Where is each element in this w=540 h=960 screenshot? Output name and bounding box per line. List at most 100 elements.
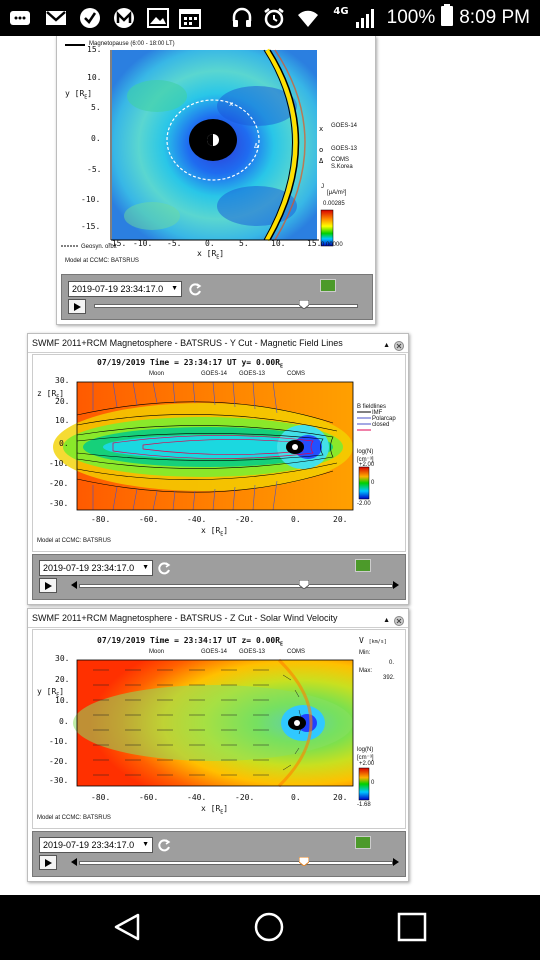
panel-title-text: SWMF 2011+RCM Magnetosphere - BATSRUS - … xyxy=(32,613,338,623)
x-axis-label-sub: E xyxy=(216,254,220,261)
magnetopause-chart: x Δ x o Δ xyxy=(61,44,334,247)
z-tick: 10. xyxy=(55,416,70,425)
collapse-icon[interactable]: ▲ xyxy=(383,342,390,349)
cbar-min: 0.00000 xyxy=(321,242,343,248)
y-axis-label: y [RE] xyxy=(37,687,65,699)
cbar-label: J xyxy=(321,184,324,190)
play-icon xyxy=(45,581,52,590)
panel-magnetopause: x Δ x o Δ Magnetopause (6:00 - 18:00 LT)… xyxy=(56,36,376,325)
x-tick: 20. xyxy=(333,515,348,524)
camera-icon[interactable] xyxy=(355,559,371,572)
x-axis-label: x [RE] xyxy=(201,526,229,538)
panel-title-text: SWMF 2011+RCM Magnetosphere - BATSRUS - … xyxy=(32,338,343,348)
x-tick: -15. xyxy=(107,239,127,248)
x-tick: -20. xyxy=(235,793,255,802)
cbar-label: log(N) xyxy=(357,747,374,753)
close-icon[interactable] xyxy=(394,616,404,626)
bfield-item: Polarcap xyxy=(372,416,396,422)
plot-title-text: 07/19/2019 Time = 23:34:17 UT y= 0.00R xyxy=(97,358,281,367)
plot-title: 07/19/2019 Time = 23:34:17 UT z= 0.00RE xyxy=(97,636,284,648)
plot-zcut: 07/19/2019 Time = 23:34:17 UT z= 0.00RE … xyxy=(32,629,406,829)
clock: 8:09 PM xyxy=(459,7,530,28)
y-tick: 0. xyxy=(91,134,101,143)
legend-magnetopause: Magnetopause (6:00 - 18:00 LT) xyxy=(89,41,175,47)
y-tick: -30. xyxy=(49,776,69,785)
play-button[interactable] xyxy=(39,855,57,870)
time-slider[interactable] xyxy=(94,304,358,308)
y-tick: 0. xyxy=(59,717,69,726)
y-tick: 10. xyxy=(87,73,102,82)
slider-thumb[interactable] xyxy=(298,300,309,309)
model-note: Model at CCMC: BATSRUS xyxy=(37,538,111,544)
panel-ycut: SWMF 2011+RCM Magnetosphere - BATSRUS - … xyxy=(27,333,409,605)
slider-thumb[interactable] xyxy=(298,857,309,866)
legend-goes13: GOES-13 xyxy=(331,146,358,152)
x-axis-label: x [RE] xyxy=(201,804,229,816)
svg-text:x: x xyxy=(229,100,233,108)
max-value: 392. xyxy=(383,675,395,681)
refresh-icon[interactable] xyxy=(157,561,171,575)
dropdown-arrow-icon: ▼ xyxy=(171,285,178,292)
x-tick: -80. xyxy=(91,793,111,802)
play-icon xyxy=(45,858,52,867)
z-tick: -20. xyxy=(49,479,69,488)
cbar-max: 0.00285 xyxy=(323,201,345,207)
refresh-icon[interactable] xyxy=(157,838,171,852)
x-tick: -60. xyxy=(139,793,159,802)
x-tick: 15. xyxy=(307,239,322,248)
y-tick: -20. xyxy=(49,757,69,766)
cbar-max: +2.00 xyxy=(359,462,375,468)
close-icon[interactable] xyxy=(394,341,404,351)
y-tick: -5. xyxy=(87,165,102,174)
bfield-item: IMF xyxy=(372,410,383,416)
model-note: Model at CCMC: BATSRUS xyxy=(37,815,111,821)
refresh-icon[interactable] xyxy=(188,282,202,296)
time-control: 2019-07-19 23:34:17.0 ▼ xyxy=(32,554,406,600)
time-slider[interactable] xyxy=(79,861,393,865)
x-tick: -40. xyxy=(187,515,207,524)
recents-icon[interactable] xyxy=(392,907,432,947)
cbar-mid: 0 xyxy=(371,480,375,486)
camera-icon[interactable] xyxy=(320,279,336,292)
x-axis-label-text: x [R xyxy=(197,249,217,258)
z-tick: 30. xyxy=(55,376,70,385)
cbar-min: -2.00 xyxy=(357,501,371,507)
slider-right-icon[interactable] xyxy=(393,581,399,589)
v-label-text: V xyxy=(359,636,364,645)
play-button[interactable] xyxy=(39,578,57,593)
time-slider[interactable] xyxy=(79,584,393,588)
x-tick: 0. xyxy=(205,239,215,248)
time-control: 2019-07-19 23:34:17.0 ▼ xyxy=(61,274,373,320)
panel-title: SWMF 2011+RCM Magnetosphere - BATSRUS - … xyxy=(28,609,408,628)
svg-text:o: o xyxy=(319,146,323,154)
x-tick: -40. xyxy=(187,793,207,802)
y-tick: -15. xyxy=(81,222,101,231)
y-tick: 5. xyxy=(91,103,101,112)
legend-goes13: GOES-13 xyxy=(239,371,266,377)
slider-right-icon[interactable] xyxy=(393,858,399,866)
legend-moon: Moon xyxy=(149,649,165,655)
slider-left-icon[interactable] xyxy=(71,581,77,589)
date-select[interactable]: 2019-07-19 23:34:17.0 ▼ xyxy=(39,837,153,853)
date-select-value: 2019-07-19 23:34:17.0 xyxy=(72,284,164,294)
camera-icon[interactable] xyxy=(355,836,371,849)
status-bar: 4G 100% 8:09 PM xyxy=(0,0,540,36)
z-tick: 0. xyxy=(59,439,69,448)
zcut-chart xyxy=(73,658,370,801)
home-icon[interactable] xyxy=(249,907,289,947)
signal-icon xyxy=(354,6,378,30)
slider-thumb[interactable] xyxy=(298,580,309,589)
x-tick: 0. xyxy=(291,515,301,524)
back-icon[interactable] xyxy=(108,907,148,947)
plot-ycut: 07/19/2019 Time = 23:34:17 UT y= 0.00RE … xyxy=(32,354,406,552)
slider-left-icon[interactable] xyxy=(71,858,77,866)
x-axis-label-text: x [R xyxy=(201,526,221,535)
gmail-icon xyxy=(44,6,68,30)
date-select[interactable]: 2019-07-19 23:34:17.0 ▼ xyxy=(39,560,153,576)
wifi-icon xyxy=(296,6,320,30)
v-unit: [km/s] xyxy=(368,639,387,645)
play-button[interactable] xyxy=(68,299,86,314)
x-tick: -20. xyxy=(235,515,255,524)
collapse-icon[interactable]: ▲ xyxy=(383,617,390,624)
date-select[interactable]: 2019-07-19 23:34:17.0 ▼ xyxy=(68,281,182,297)
